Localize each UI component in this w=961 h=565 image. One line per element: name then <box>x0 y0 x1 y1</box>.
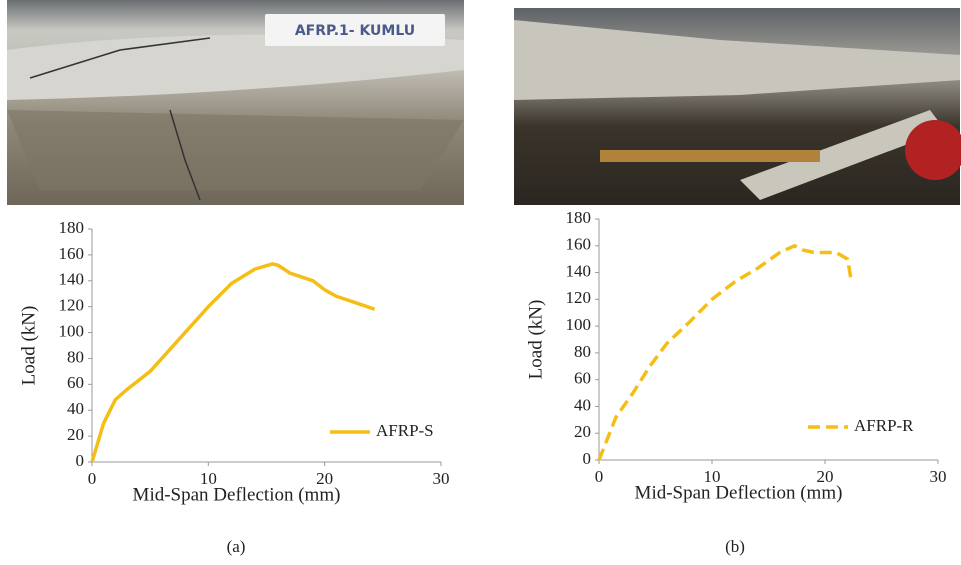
y-axis-label: Load (kN) <box>18 306 39 386</box>
y-tick-label: 40 <box>67 399 84 418</box>
y-tick-label: 0 <box>583 449 592 468</box>
x-tick-label: 10 <box>704 467 721 486</box>
y-tick-label: 100 <box>566 315 592 334</box>
y-tick-label: 180 <box>59 218 85 237</box>
y-tick-label: 20 <box>574 422 591 441</box>
y-tick-label: 40 <box>574 395 591 414</box>
y-tick-label: 160 <box>59 244 85 263</box>
y-tick-label: 140 <box>566 261 592 280</box>
chart: 0 20 40 60 80 100 120 140 160 180 0 10 20 30 Mid-Span … <box>18 218 449 505</box>
legend-label: AFRP-S <box>376 421 434 440</box>
x-tick-label: 20 <box>316 469 333 488</box>
x-tick-label: 30 <box>433 469 450 488</box>
x-tick-label: 0 <box>595 467 604 486</box>
y-tick-label: 0 <box>76 451 85 470</box>
x-tick-label: 30 <box>930 467 947 486</box>
y-axis-label: Load (kN) <box>525 300 546 380</box>
x-axis-label: Mid-Span Deflection (mm) <box>635 482 843 503</box>
y-tick-label: 80 <box>67 347 84 366</box>
photo-label: AFRP.1- KUMLU <box>295 23 415 39</box>
y-tick-label: 180 <box>566 208 592 227</box>
legend-label: AFRP-R <box>854 416 914 435</box>
series-line <box>90 262 376 463</box>
x-axis-label: Mid-Span Deflection (mm) <box>133 484 341 505</box>
caption: (a) <box>227 537 246 556</box>
series-line <box>597 243 853 461</box>
y-tick-label: 60 <box>67 373 84 392</box>
y-tick-label: 120 <box>566 288 592 307</box>
y-tick-label: 100 <box>59 321 85 340</box>
y-tick-label: 60 <box>574 369 591 388</box>
y-tick-label: 80 <box>574 342 591 361</box>
caption: (b) <box>725 537 745 556</box>
x-tick-label: 20 <box>817 467 834 486</box>
x-tick-label: 0 <box>88 469 97 488</box>
y-tick-label: 140 <box>59 270 85 289</box>
y-tick-label: 20 <box>67 425 84 444</box>
x-tick-label: 10 <box>200 469 217 488</box>
photo-b <box>514 8 961 205</box>
y-tick-label: 120 <box>59 296 85 315</box>
chart: 0 20 40 60 80 100 120 140 160 180 0 10 20 30 Mid-Span … <box>525 208 946 503</box>
photo-a: AFRP.1- KUMLU <box>7 0 464 205</box>
y-tick-label: 160 <box>566 235 592 254</box>
